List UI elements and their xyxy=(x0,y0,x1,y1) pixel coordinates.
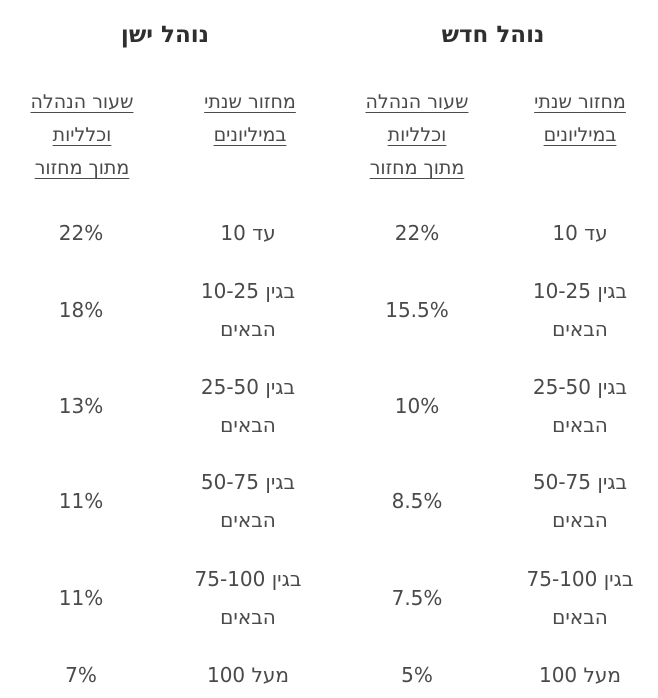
old-rate-header: שעור הנהלה וכלליות מתוך מחזור xyxy=(2,86,162,185)
rate-header-line-1: שעור הנהלה xyxy=(30,91,134,113)
turnover-header-line-1: מחזור שנתי xyxy=(534,91,626,113)
new-rate-cell: 15.5% xyxy=(385,298,449,322)
old-rate-cell: 13% xyxy=(58,394,104,418)
turnover-header-line-2: במיליונים xyxy=(213,124,287,146)
new-rate-cell: 10% xyxy=(394,394,440,418)
old-turnover-cell: עד 10 xyxy=(220,221,276,245)
rate-header-line-2: וכלליות xyxy=(52,124,112,146)
old-rate-cell: 11% xyxy=(58,586,104,610)
new-turnover-header: מחזור שנתי במיליונים xyxy=(505,86,655,152)
old-rate-cell: 22% xyxy=(58,221,104,245)
new-turnover-cell: בגין 10-25 הבאים xyxy=(532,279,628,341)
new-rate-header: שעור הנהלה וכלליות מתוך מחזור xyxy=(337,86,497,185)
new-rate-cell: 7.5% xyxy=(391,586,443,610)
rate-header-line-3: מתוך מחזור xyxy=(369,157,465,179)
old-rate-cell: 11% xyxy=(58,489,104,513)
old-turnover-cell: בגין 75-100 הבאים xyxy=(194,567,302,629)
new-turnover-cell: בגין 50-75 הבאים xyxy=(532,470,628,532)
new-turnover-cell: עד 10 xyxy=(552,221,608,245)
new-rate-cell: 22% xyxy=(394,221,440,245)
old-turnover-cell: בגין 50-75 הבאים xyxy=(200,470,296,532)
new-turnover-cell: מעל 100 xyxy=(538,663,621,687)
turnover-header-line-2: במיליונים xyxy=(543,124,617,146)
old-turnover-cell: בגין 25-50 הבאים xyxy=(200,375,296,437)
old-procedure-title: נוהל ישן xyxy=(120,22,210,48)
rate-header-line-2: וכלליות xyxy=(387,124,447,146)
rate-header-line-1: שעור הנהלה xyxy=(365,91,469,113)
turnover-header-line-1: מחזור שנתי xyxy=(204,91,296,113)
old-turnover-cell: מעל 100 xyxy=(206,663,289,687)
old-turnover-cell: בגין 10-25 הבאים xyxy=(200,279,296,341)
old-rate-cell: 7% xyxy=(65,663,97,687)
new-turnover-cell: בגין 75-100 הבאים xyxy=(526,567,634,629)
new-turnover-cell: בגין 25-50 הבאים xyxy=(532,375,628,437)
new-rate-cell: 8.5% xyxy=(391,489,443,513)
rate-header-line-3: מתוך מחזור xyxy=(34,157,130,179)
old-turnover-header: מחזור שנתי במיליונים xyxy=(170,86,330,152)
new-rate-cell: 5% xyxy=(401,663,433,687)
old-rate-cell: 18% xyxy=(58,298,104,322)
new-procedure-title: נוהל חדש xyxy=(441,22,545,48)
